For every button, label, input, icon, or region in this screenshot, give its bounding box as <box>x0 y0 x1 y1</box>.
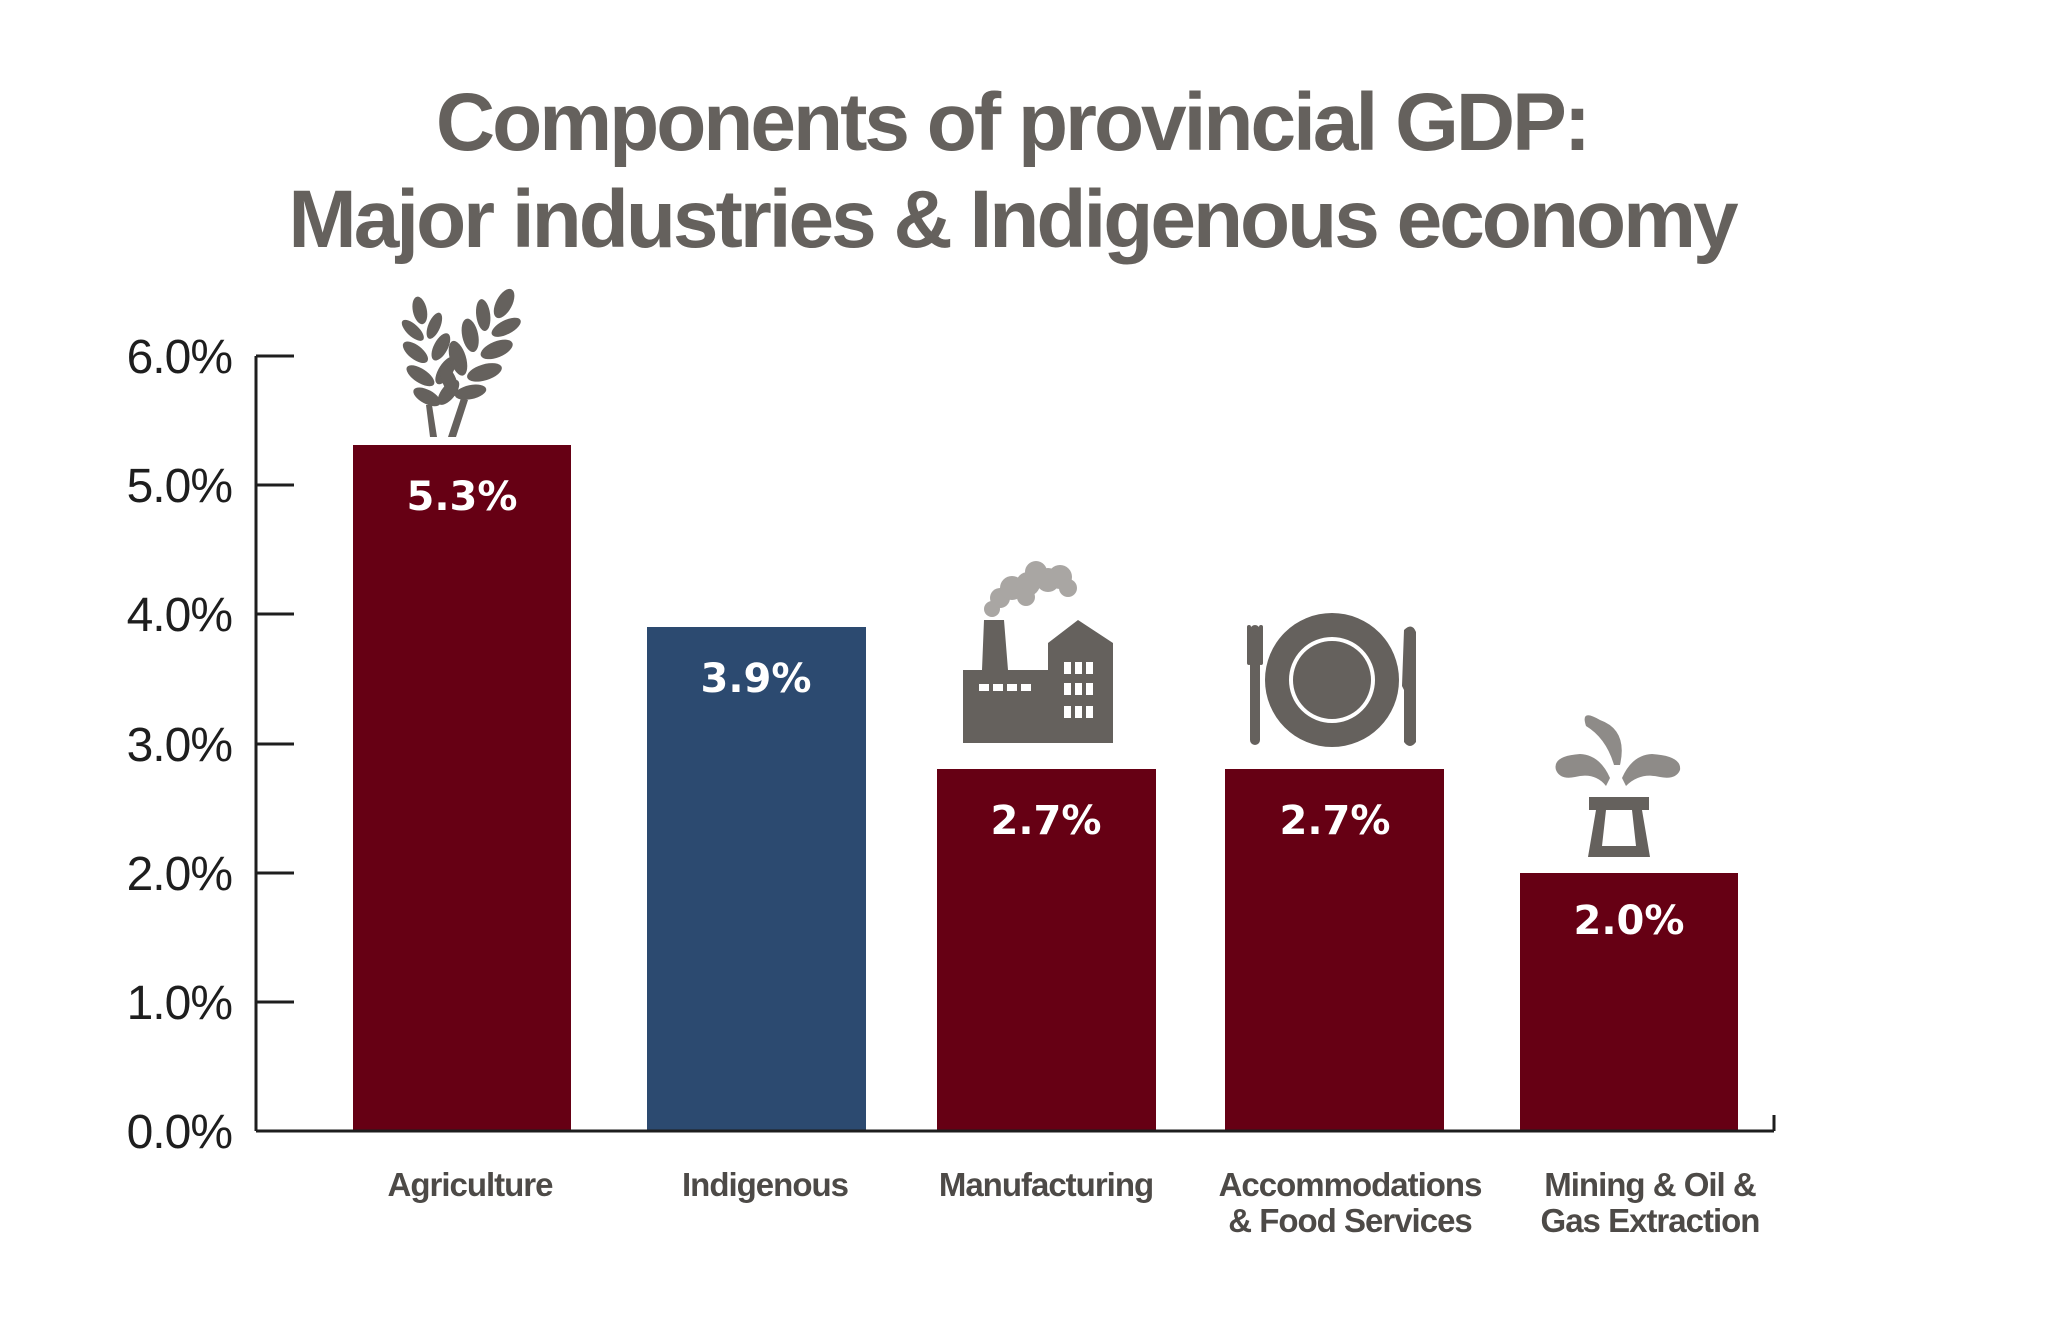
y-tick-label: 5.0% <box>127 460 232 513</box>
plate-cutlery-icon <box>1247 613 1416 747</box>
x-label-manufacturing: Manufacturing <box>939 1166 1153 1203</box>
bar-value-label: 5.3% <box>407 474 518 520</box>
factory-icon <box>963 561 1113 743</box>
oil-well-icon <box>1555 715 1681 857</box>
chart-title-line1: Components of provincial GDP: <box>436 77 1588 168</box>
x-label-indigenous: Indigenous <box>682 1166 848 1203</box>
y-tick-label: 6.0% <box>127 331 232 384</box>
bar-accommodations-food-services <box>1225 769 1444 1131</box>
oil-gusher-icon <box>1555 715 1681 786</box>
x-label-agriculture: Agriculture <box>387 1166 553 1203</box>
y-tick-label: 3.0% <box>127 719 232 772</box>
bar-agriculture <box>353 445 571 1131</box>
bar-mining-oil-gas <box>1520 873 1738 1131</box>
x-label-mining-line2: Gas Extraction <box>1541 1202 1760 1239</box>
bar-indigenous <box>647 627 866 1131</box>
bar-value-label: 2.0% <box>1574 898 1685 944</box>
y-tick-label: 0.0% <box>127 1106 232 1159</box>
y-axis-labels: 0.0% 1.0% 2.0% 3.0% 4.0% 5.0% 6.0% <box>127 331 233 1159</box>
bar-value-label: 3.9% <box>701 656 812 702</box>
chart-title-line2: Major industries & Indigenous economy <box>288 174 1739 265</box>
bar-value-label: 2.7% <box>991 798 1102 844</box>
wheat-icon <box>401 288 521 437</box>
y-tick-label: 2.0% <box>127 848 232 901</box>
x-label-accommodations: Accommodations <box>1219 1166 1482 1203</box>
y-axis <box>254 354 294 1131</box>
x-axis-labels: Agriculture Indigenous Manufacturing Acc… <box>387 1166 1760 1239</box>
x-label-mining: Mining & Oil & <box>1544 1166 1756 1203</box>
bars <box>353 445 1738 1131</box>
bar-value-label: 2.7% <box>1280 798 1391 844</box>
y-tick-label: 4.0% <box>127 589 232 642</box>
x-label-accommodations-line2: & Food Services <box>1228 1202 1472 1239</box>
y-tick-label: 1.0% <box>127 977 232 1030</box>
bar-value-labels: 5.3% 3.9% 2.7% 2.7% 2.0% <box>407 474 1685 944</box>
bar-manufacturing <box>937 769 1156 1131</box>
x-axis <box>256 1115 1776 1133</box>
smoke-icon <box>984 561 1077 617</box>
